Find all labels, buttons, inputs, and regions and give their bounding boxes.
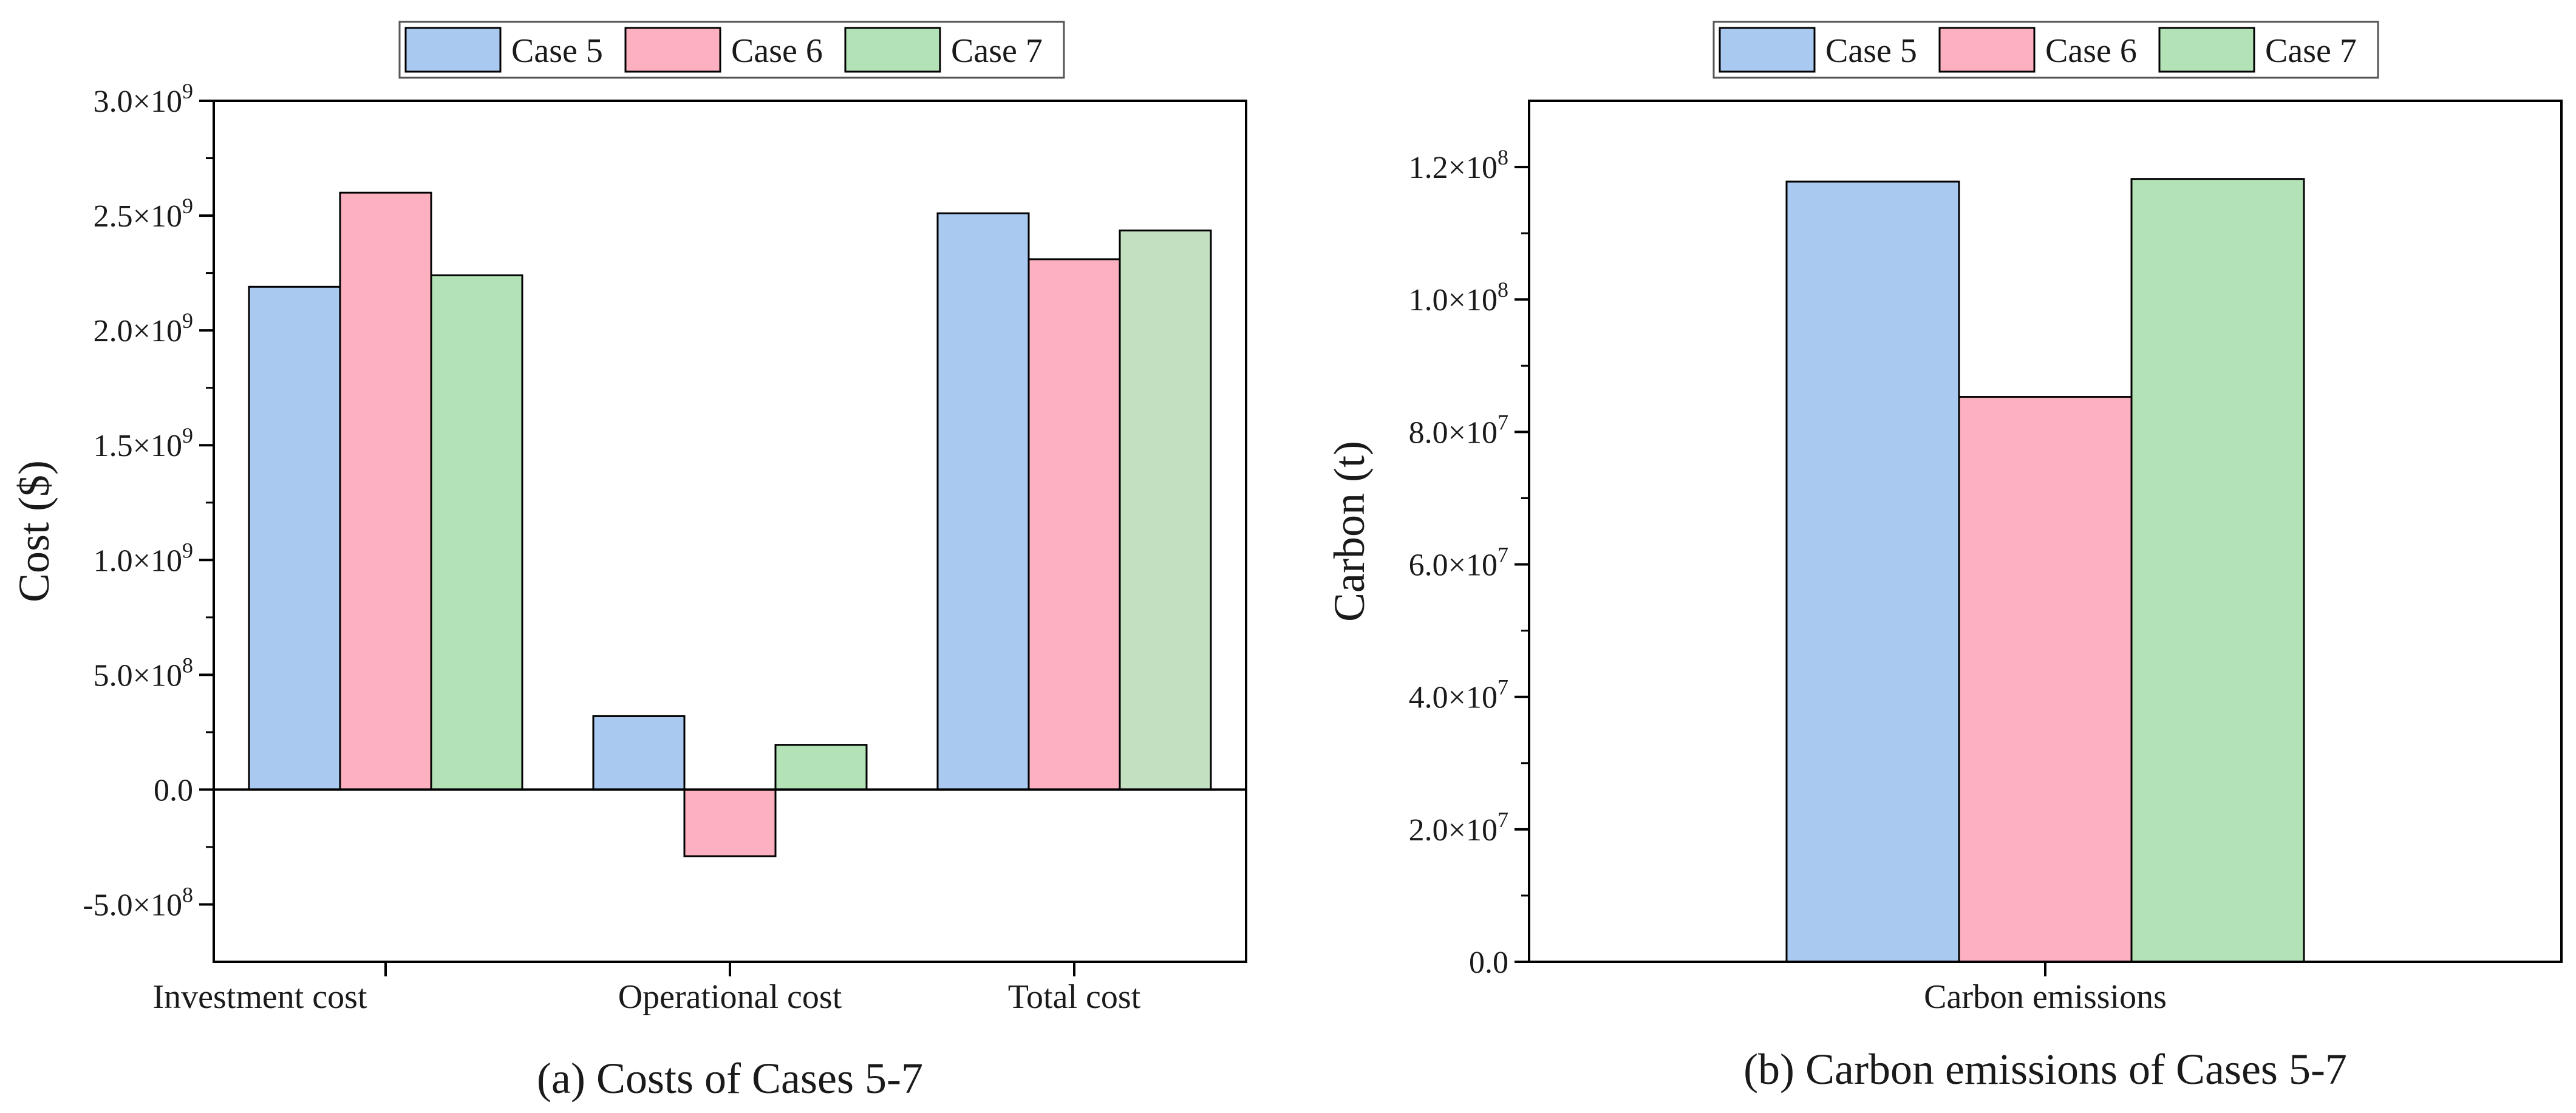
legend-label-case7: Case 7	[2265, 32, 2357, 70]
bar-case6-total-cost	[1027, 258, 1121, 791]
legend-swatch-case6	[1938, 27, 2036, 73]
y-tick-label: 4.0×107	[1409, 675, 1508, 715]
bar-case7-investment-cost	[430, 274, 523, 791]
y-tick-label: 2.0×109	[94, 308, 193, 349]
bar-case6-investment-cost	[339, 191, 432, 791]
x-label-carbon-emissions: Carbon emissions	[1924, 978, 2167, 1016]
y-axis-title-carbon: Carbon (t)	[1325, 441, 1374, 622]
legend-label-case5: Case 5	[1825, 32, 1917, 70]
legend-label-case6: Case 6	[2045, 32, 2137, 70]
y-tick-label: 0.0	[154, 773, 193, 808]
legend-swatch-case5	[1719, 27, 1816, 73]
x-label-investment-cost: Investment cost	[152, 978, 367, 1016]
bar-case5-carbon-emissions	[1785, 180, 1960, 963]
legend-costs: Case 5 Case 6 Case 7	[398, 21, 1065, 79]
bars-costs	[248, 191, 1212, 857]
bar-case7-carbon-emissions	[2130, 178, 2305, 963]
y-axis-title-costs: Cost ($)	[10, 460, 58, 602]
y-tick-label: 1.0×109	[94, 538, 193, 578]
y-ticks-carbon: 0.0 2.0×107 4.0×107 6.0×107 8.0×107 1.0×108 1.…	[1409, 145, 1529, 980]
legend-label-case7: Case 7	[951, 32, 1043, 70]
y-tick-label: 5.0×108	[94, 653, 193, 693]
legend-swatch-case7	[2158, 27, 2255, 73]
bar-case6-operational-cost	[683, 788, 777, 857]
legend-swatch-case7	[844, 27, 941, 73]
x-ticks-costs	[384, 962, 1075, 976]
legend-frame	[1712, 21, 2379, 79]
y-tick-label: 2.0×107	[1409, 808, 1508, 848]
caption-carbon: (b) Carbon emissions of Cases 5-7	[1743, 1045, 2347, 1094]
panel-carbon: Case 5 Case 6 Case 7 0.0 2.0×107 4.0×107 6.…	[1325, 21, 2563, 1094]
y-tick-label: 1.0×108	[1409, 277, 1508, 318]
y-tick-label: 3.0×109	[94, 79, 193, 119]
legend-swatch-case5	[404, 27, 502, 73]
caption-costs: (a) Costs of Cases 5-7	[537, 1054, 923, 1103]
y-tick-label: -5.0×108	[83, 882, 193, 922]
legend-carbon: Case 5 Case 6 Case 7	[1712, 21, 2379, 79]
y-tick-label: 1.5×109	[94, 423, 193, 463]
legend-label-case5: Case 5	[511, 32, 603, 70]
bar-case5-operational-cost	[592, 715, 686, 791]
y-tick-label: 8.0×107	[1409, 410, 1508, 450]
y-tick-label: 6.0×107	[1409, 543, 1508, 583]
y-tick-label: 0.0	[1469, 945, 1508, 980]
legend-frame	[398, 21, 1065, 79]
bar-case7-operational-cost	[774, 744, 868, 791]
y-tick-label: 1.2×108	[1409, 145, 1508, 185]
legend-swatch-case6	[624, 27, 721, 73]
legend-label-case6: Case 6	[731, 32, 823, 70]
y-tick-label: 2.5×109	[94, 194, 193, 234]
y-ticks-costs: -5.0×108 0.0 5.0×108 1.0×109 1.5×109 2.0×109 2…	[83, 79, 214, 922]
bars-carbon	[1785, 178, 2305, 963]
bar-case6-carbon-emissions	[1958, 396, 2133, 963]
bar-case7-total-cost	[1119, 230, 1212, 791]
panel-costs: Case 5 Case 6 Case 7 -5.0×108 0.0 5.0×108 1…	[10, 21, 1247, 1103]
bar-case5-total-cost	[936, 212, 1030, 791]
bar-case5-investment-cost	[248, 285, 341, 791]
x-label-operational-cost: Operational cost	[618, 978, 842, 1016]
x-label-total-cost: Total cost	[1008, 978, 1141, 1016]
